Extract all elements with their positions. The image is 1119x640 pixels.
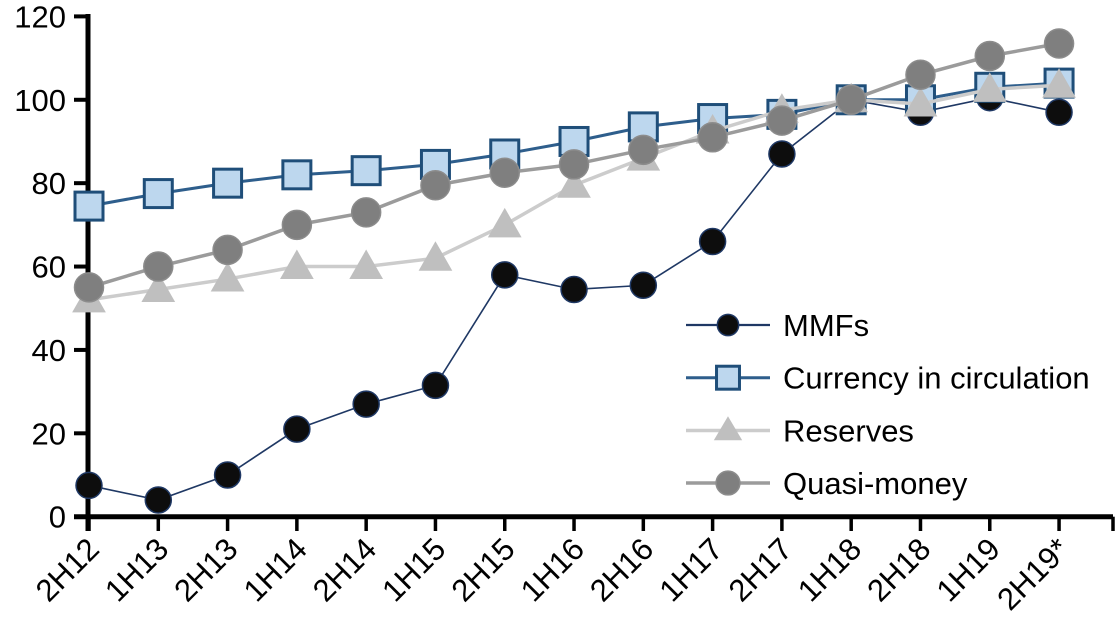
data-point-marker [418,241,453,271]
data-point-marker [716,313,740,337]
series-quasi-money [73,28,1075,303]
data-point-marker [713,416,743,441]
data-point-marker [697,122,728,153]
legend-entry-mmfs: MMFs [686,308,869,343]
legend-label: Reserves [783,414,914,449]
data-point-marker [490,261,519,289]
data-point-marker [557,168,591,198]
data-point-marker [420,170,451,201]
data-point-marker [212,167,244,199]
y-axis-tick-label: 40 [32,333,66,368]
legend-label: Currency in circulation [783,361,1090,396]
data-point-marker [142,178,174,210]
data-point-marker [560,275,588,304]
series-mmfs [75,83,1073,514]
data-point-marker [1045,98,1073,127]
legend-entry-quasi-money: Quasi-money [686,466,968,501]
data-point-marker [835,84,867,116]
y-axis-tick-label: 100 [14,83,66,118]
legend-label: Quasi-money [783,466,968,501]
data-point-marker [421,371,450,400]
data-point-marker [349,249,384,280]
data-point-marker [352,390,380,418]
data-point-marker [281,209,313,241]
y-axis-tick-label: 20 [32,416,66,451]
legend: MMFs Currency in circulation Reserves Quasi… [686,308,1090,501]
data-point-marker [558,149,590,180]
y-axis-tick-label: 80 [32,166,66,201]
y-axis-tick-label: 0 [49,500,66,535]
data-point-marker [280,249,314,280]
data-point-marker [73,190,105,222]
data-point-marker [213,461,242,489]
data-point-marker [144,486,173,514]
data-point-marker [350,155,382,187]
data-point-marker [281,159,313,191]
data-point-marker [698,227,727,256]
data-point-marker [905,59,936,91]
data-point-marker [210,262,245,292]
data-point-marker [766,105,798,136]
data-point-marker [283,415,311,443]
data-point-marker [715,470,741,496]
data-point-marker [715,364,741,391]
data-point-marker [903,86,938,117]
data-point-marker [350,197,382,228]
data-point-marker [141,272,176,302]
legend-entry-currency-in-circulation: Currency in circulation [686,361,1090,396]
data-point-marker [73,272,105,303]
data-point-marker [489,157,520,188]
data-point-marker [629,271,658,300]
data-point-marker [974,40,1006,72]
data-point-marker [628,134,659,166]
data-point-marker [75,471,103,500]
legend-entry-reserves: Reserves [686,414,914,449]
data-point-marker [768,140,796,168]
y-axis-tick-label: 60 [32,250,66,285]
legend-label: MMFs [783,308,869,343]
data-point-marker [487,207,522,238]
data-point-marker [1043,28,1075,59]
data-point-marker [143,251,174,282]
y-axis-tick-label: 120 [14,0,66,34]
data-point-marker [1042,68,1076,98]
data-point-marker [972,72,1007,102]
data-point-marker [212,234,243,266]
